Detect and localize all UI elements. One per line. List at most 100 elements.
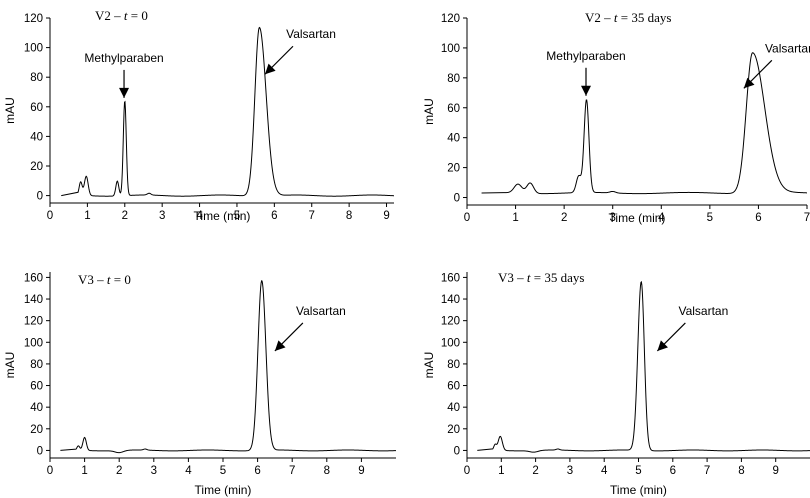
x-tick-label: 8	[346, 210, 352, 222]
y-tick-label: 140	[24, 294, 43, 306]
x-tick-label: 1	[84, 210, 90, 222]
y-tick-label: 60	[30, 102, 43, 114]
y-tick-label: 0	[37, 191, 43, 203]
chromatogram-panel-4: 0 20 40 60 80 100 120 140 160 0 1 2 3 4 5 6 7 8 9 Time (min…	[422, 270, 810, 497]
panel-title-part: t	[527, 270, 531, 285]
y-tick-label: 40	[447, 402, 460, 414]
panel-title-part: V3 –	[498, 270, 527, 285]
panel-title-part: V2 –	[585, 10, 614, 25]
x-tick-label: 3	[151, 465, 157, 477]
peak-annotation-label: Methylparaben	[84, 51, 163, 65]
x-tick-label: 1	[81, 465, 87, 477]
panel-title: V3 – t = 0	[78, 272, 131, 287]
x-tick-label: 4	[601, 465, 608, 477]
chromatogram-trace	[477, 280, 810, 453]
annotation-arrowhead	[657, 340, 668, 351]
x-tick-label: 0	[464, 212, 470, 224]
y-tick-label: 40	[30, 402, 43, 414]
x-axis-label: Time (min)	[610, 483, 667, 497]
y-tick-label: 100	[24, 43, 43, 55]
y-tick-label: 80	[30, 72, 43, 84]
y-tick-label: 120	[441, 13, 460, 25]
peak-annotation-label: Valsartan	[765, 41, 810, 55]
y-tick-label: 20	[447, 163, 460, 175]
x-tick-label: 7	[289, 465, 295, 477]
x-tick-label: 2	[122, 210, 128, 222]
x-tick-label: 8	[738, 465, 744, 477]
x-tick-label: 9	[772, 465, 778, 477]
panel-title: V3 – t = 35 days	[498, 270, 584, 285]
y-axis-label: mAU	[3, 97, 17, 124]
y-tick-label: 20	[447, 424, 460, 436]
peak-annotation-label: Valsartan	[678, 304, 728, 318]
y-tick-label: 120	[441, 316, 460, 328]
x-tick-label: 7	[309, 210, 315, 222]
y-tick-label: 40	[447, 133, 460, 145]
y-tick-label: 160	[24, 272, 43, 284]
panel-title-part: t	[107, 272, 111, 287]
x-tick-label: 5	[707, 212, 713, 224]
x-tick-label: 0	[47, 210, 53, 222]
panel-title-part: V2 –	[95, 8, 124, 23]
panel-title: V2 – t = 0	[95, 8, 148, 23]
x-tick-label: 4	[185, 465, 192, 477]
panel-title-part: t	[124, 8, 128, 23]
y-tick-label: 160	[441, 272, 460, 284]
y-axis-label: mAU	[3, 352, 17, 379]
chromatogram-panel-2: 0 20 40 60 80 100 120 0 1 2 3 4 5 6 7 Time (min) mAU V2 –…	[422, 10, 810, 225]
panel-title-part: = 0	[128, 8, 148, 23]
x-tick-label: 6	[254, 465, 260, 477]
x-tick-label: 0	[47, 465, 53, 477]
x-tick-label: 3	[159, 210, 165, 222]
y-tick-label: 140	[441, 294, 460, 306]
y-tick-label: 0	[454, 193, 460, 205]
chromatogram-panel-3: 0 20 40 60 80 100 120 140 160 0 1 2 3 4 5 6 7 8 9 Time (min…	[3, 272, 397, 497]
x-tick-label: 9	[383, 210, 389, 222]
x-tick-label: 6	[755, 212, 761, 224]
panel-title-part: = 35 days	[531, 270, 585, 285]
x-tick-label: 2	[116, 465, 122, 477]
y-tick-label: 100	[441, 43, 460, 55]
x-tick-label: 2	[561, 212, 567, 224]
y-tick-label: 60	[447, 103, 460, 115]
y-tick-label: 120	[24, 316, 43, 328]
x-tick-label: 5	[220, 465, 226, 477]
x-axis-label: Time (min)	[195, 483, 252, 497]
chromatogram-trace	[481, 52, 808, 195]
x-tick-label: 5	[234, 210, 240, 222]
x-tick-label: 0	[464, 465, 470, 477]
chromatogram-panel-1: 0 20 40 60 80 100 120 0 1 2 3 4 5 6 7 8 9 Time (min) mAU V2…	[3, 8, 395, 223]
y-tick-label: 80	[447, 359, 460, 371]
panel-title-part: = 0	[111, 272, 131, 287]
y-tick-label: 20	[30, 424, 43, 436]
annotation-arrowhead	[119, 87, 130, 98]
y-axis-label: mAU	[422, 352, 436, 379]
panel-title-part: = 35 days	[618, 10, 672, 25]
y-tick-label: 80	[30, 359, 43, 371]
x-tick-label: 9	[358, 465, 364, 477]
x-tick-label: 4	[196, 210, 203, 222]
x-tick-label: 1	[498, 465, 504, 477]
x-tick-label: 3	[610, 212, 616, 224]
y-tick-label: 60	[30, 381, 43, 393]
y-tick-label: 0	[454, 445, 460, 457]
x-axis-label: Time (min)	[609, 211, 666, 225]
panel-title-part: V3 –	[78, 272, 107, 287]
chromatogram-trace	[61, 26, 395, 197]
annotation-arrowhead	[265, 63, 276, 75]
y-tick-label: 100	[24, 337, 43, 349]
peak-annotation-label: Valsartan	[296, 304, 346, 318]
panel-title: V2 – t = 35 days	[585, 10, 671, 25]
x-tick-label: 1	[512, 212, 518, 224]
y-tick-label: 80	[447, 73, 460, 85]
y-tick-label: 120	[24, 13, 43, 25]
annotation-arrowhead	[274, 340, 286, 351]
y-tick-label: 20	[30, 161, 43, 173]
x-axis-label: Time (min)	[194, 209, 251, 223]
y-tick-label: 40	[30, 131, 43, 143]
y-tick-label: 60	[447, 381, 460, 393]
peak-annotation-label: Methylparaben	[546, 49, 625, 63]
y-tick-label: 0	[37, 445, 43, 457]
chromatogram-trace	[60, 280, 397, 454]
y-tick-label: 100	[441, 337, 460, 349]
